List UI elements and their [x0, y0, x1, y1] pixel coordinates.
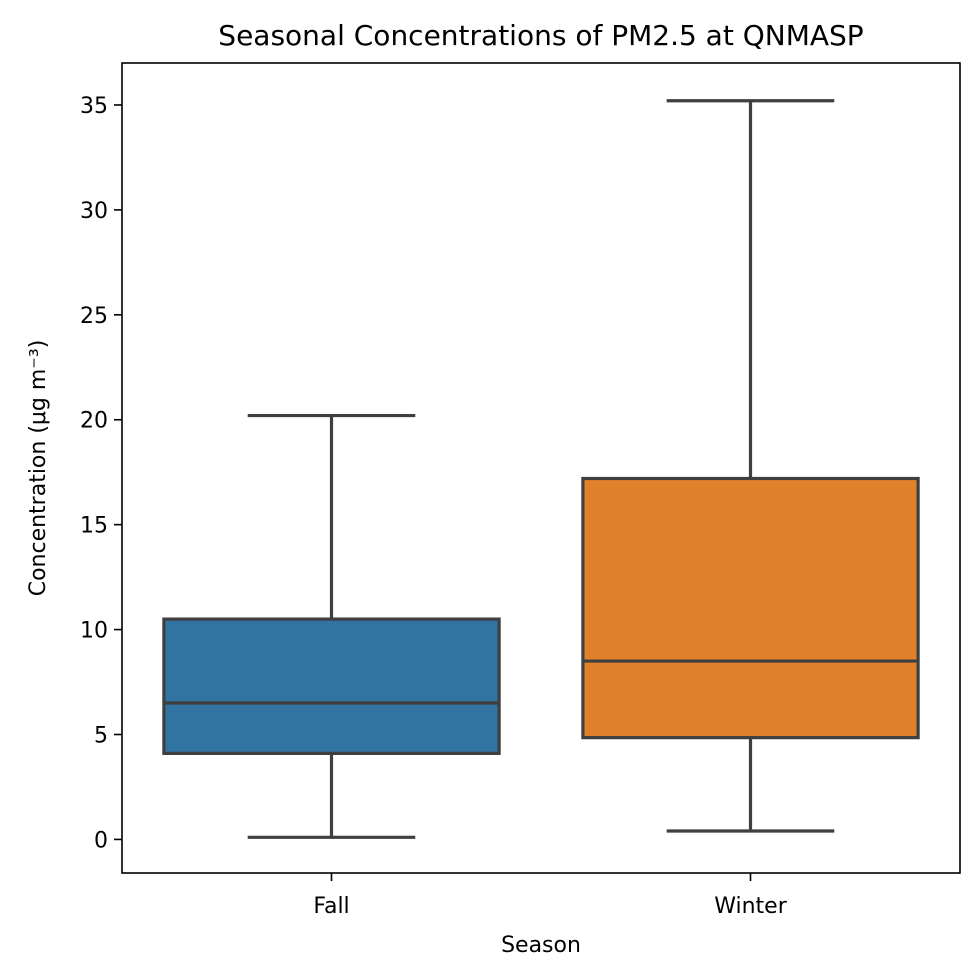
chart-title: Seasonal Concentrations of PM2.5 at QNMA…: [218, 19, 863, 52]
x-axis-label: Season: [501, 933, 581, 958]
y-tick-label: 20: [80, 409, 108, 434]
plot-frame: [121, 62, 961, 874]
y-axis: 0 5 10 15 20 25 30 35: [80, 94, 122, 853]
y-tick-label: 35: [80, 94, 108, 119]
y-tick-label: 15: [80, 514, 108, 539]
box-fall: [162, 413, 501, 839]
box-winter: [581, 99, 920, 833]
y-axis-label: Concentration (μg m⁻³): [26, 340, 51, 597]
y-tick-label: 25: [80, 304, 108, 329]
plot-area: [162, 99, 920, 839]
y-tick-label: 5: [94, 724, 108, 749]
x-axis: Fall Winter: [313, 873, 788, 919]
y-tick-label: 0: [94, 828, 108, 853]
x-tick-label: Fall: [313, 894, 349, 919]
y-tick-label: 30: [80, 199, 108, 224]
iqr-box: [162, 617, 501, 755]
x-tick-label: Winter: [714, 894, 787, 919]
iqr-box: [581, 476, 920, 740]
y-tick-label: 10: [80, 619, 108, 644]
